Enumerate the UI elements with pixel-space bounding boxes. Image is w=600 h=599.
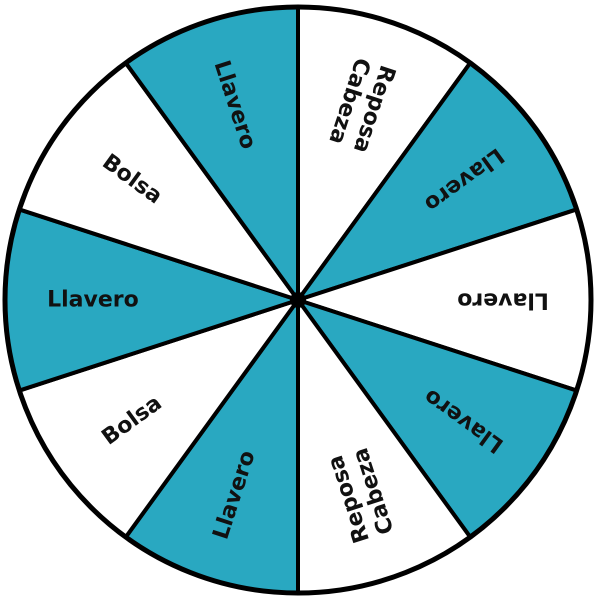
- wheel-rim: [2, 4, 594, 596]
- segment-label: Llavero: [47, 288, 139, 313]
- segment-label: Llavero: [457, 288, 549, 313]
- segment-label-group: Llavero: [47, 288, 139, 313]
- segment-label-group: Llavero: [457, 288, 549, 313]
- wheel-hub: [290, 292, 306, 308]
